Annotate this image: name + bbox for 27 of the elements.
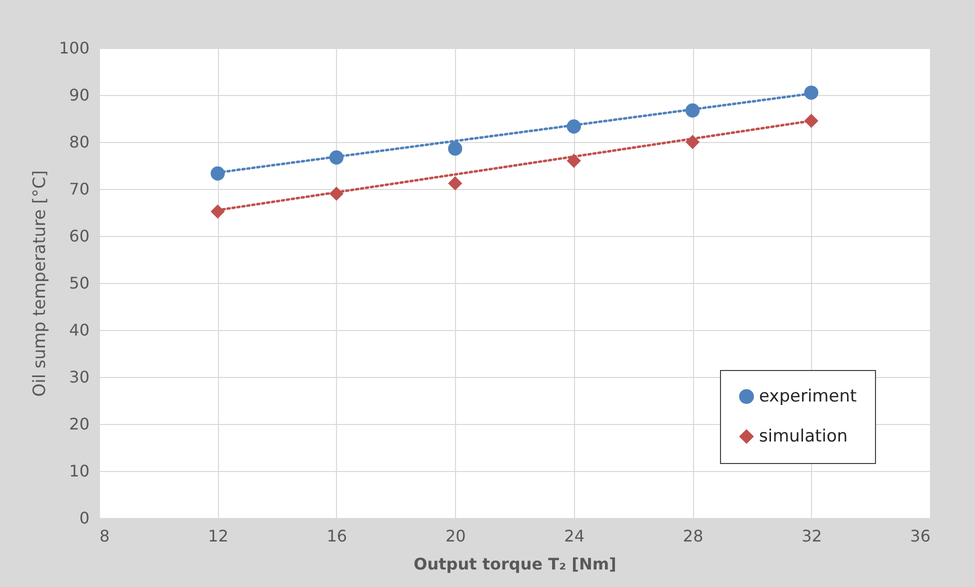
x-tick-label: 24 (564, 526, 585, 546)
y-tick-label: 40 (69, 320, 90, 340)
y-tick-label: 0 (79, 508, 90, 528)
point (804, 86, 818, 100)
x-tick-label: 20 (445, 526, 466, 546)
y-tick-label: 100 (58, 38, 90, 58)
x-tick-label: 16 (326, 526, 348, 546)
x-tick-label: 32 (802, 526, 822, 546)
y-tick-label: 20 (69, 414, 90, 434)
point (210, 166, 225, 181)
point (448, 176, 462, 190)
y-tick-label: 90 (69, 86, 90, 104)
y-tick-label: 70 (69, 180, 90, 198)
y-axis-title: Oil sump temperature [°C] (30, 170, 50, 397)
x-tick-label: 8 (100, 526, 110, 546)
y-tick-label: 50 (69, 274, 90, 292)
x-tick-label: 36 (910, 526, 930, 546)
point (448, 142, 462, 156)
legend-label: experiment (759, 386, 857, 406)
legend-label: simulation (759, 426, 848, 446)
x-axis-title: Output torque T₂ [Nm] (414, 554, 616, 574)
y-tick-label: 30 (69, 368, 90, 386)
x-tick-label: 12 (208, 526, 228, 546)
y-tick-label: 80 (69, 132, 90, 152)
x-tick-label: 28 (682, 526, 704, 546)
y-tick-label: 60 (69, 226, 90, 246)
y-tick-label: 10 (69, 462, 90, 480)
